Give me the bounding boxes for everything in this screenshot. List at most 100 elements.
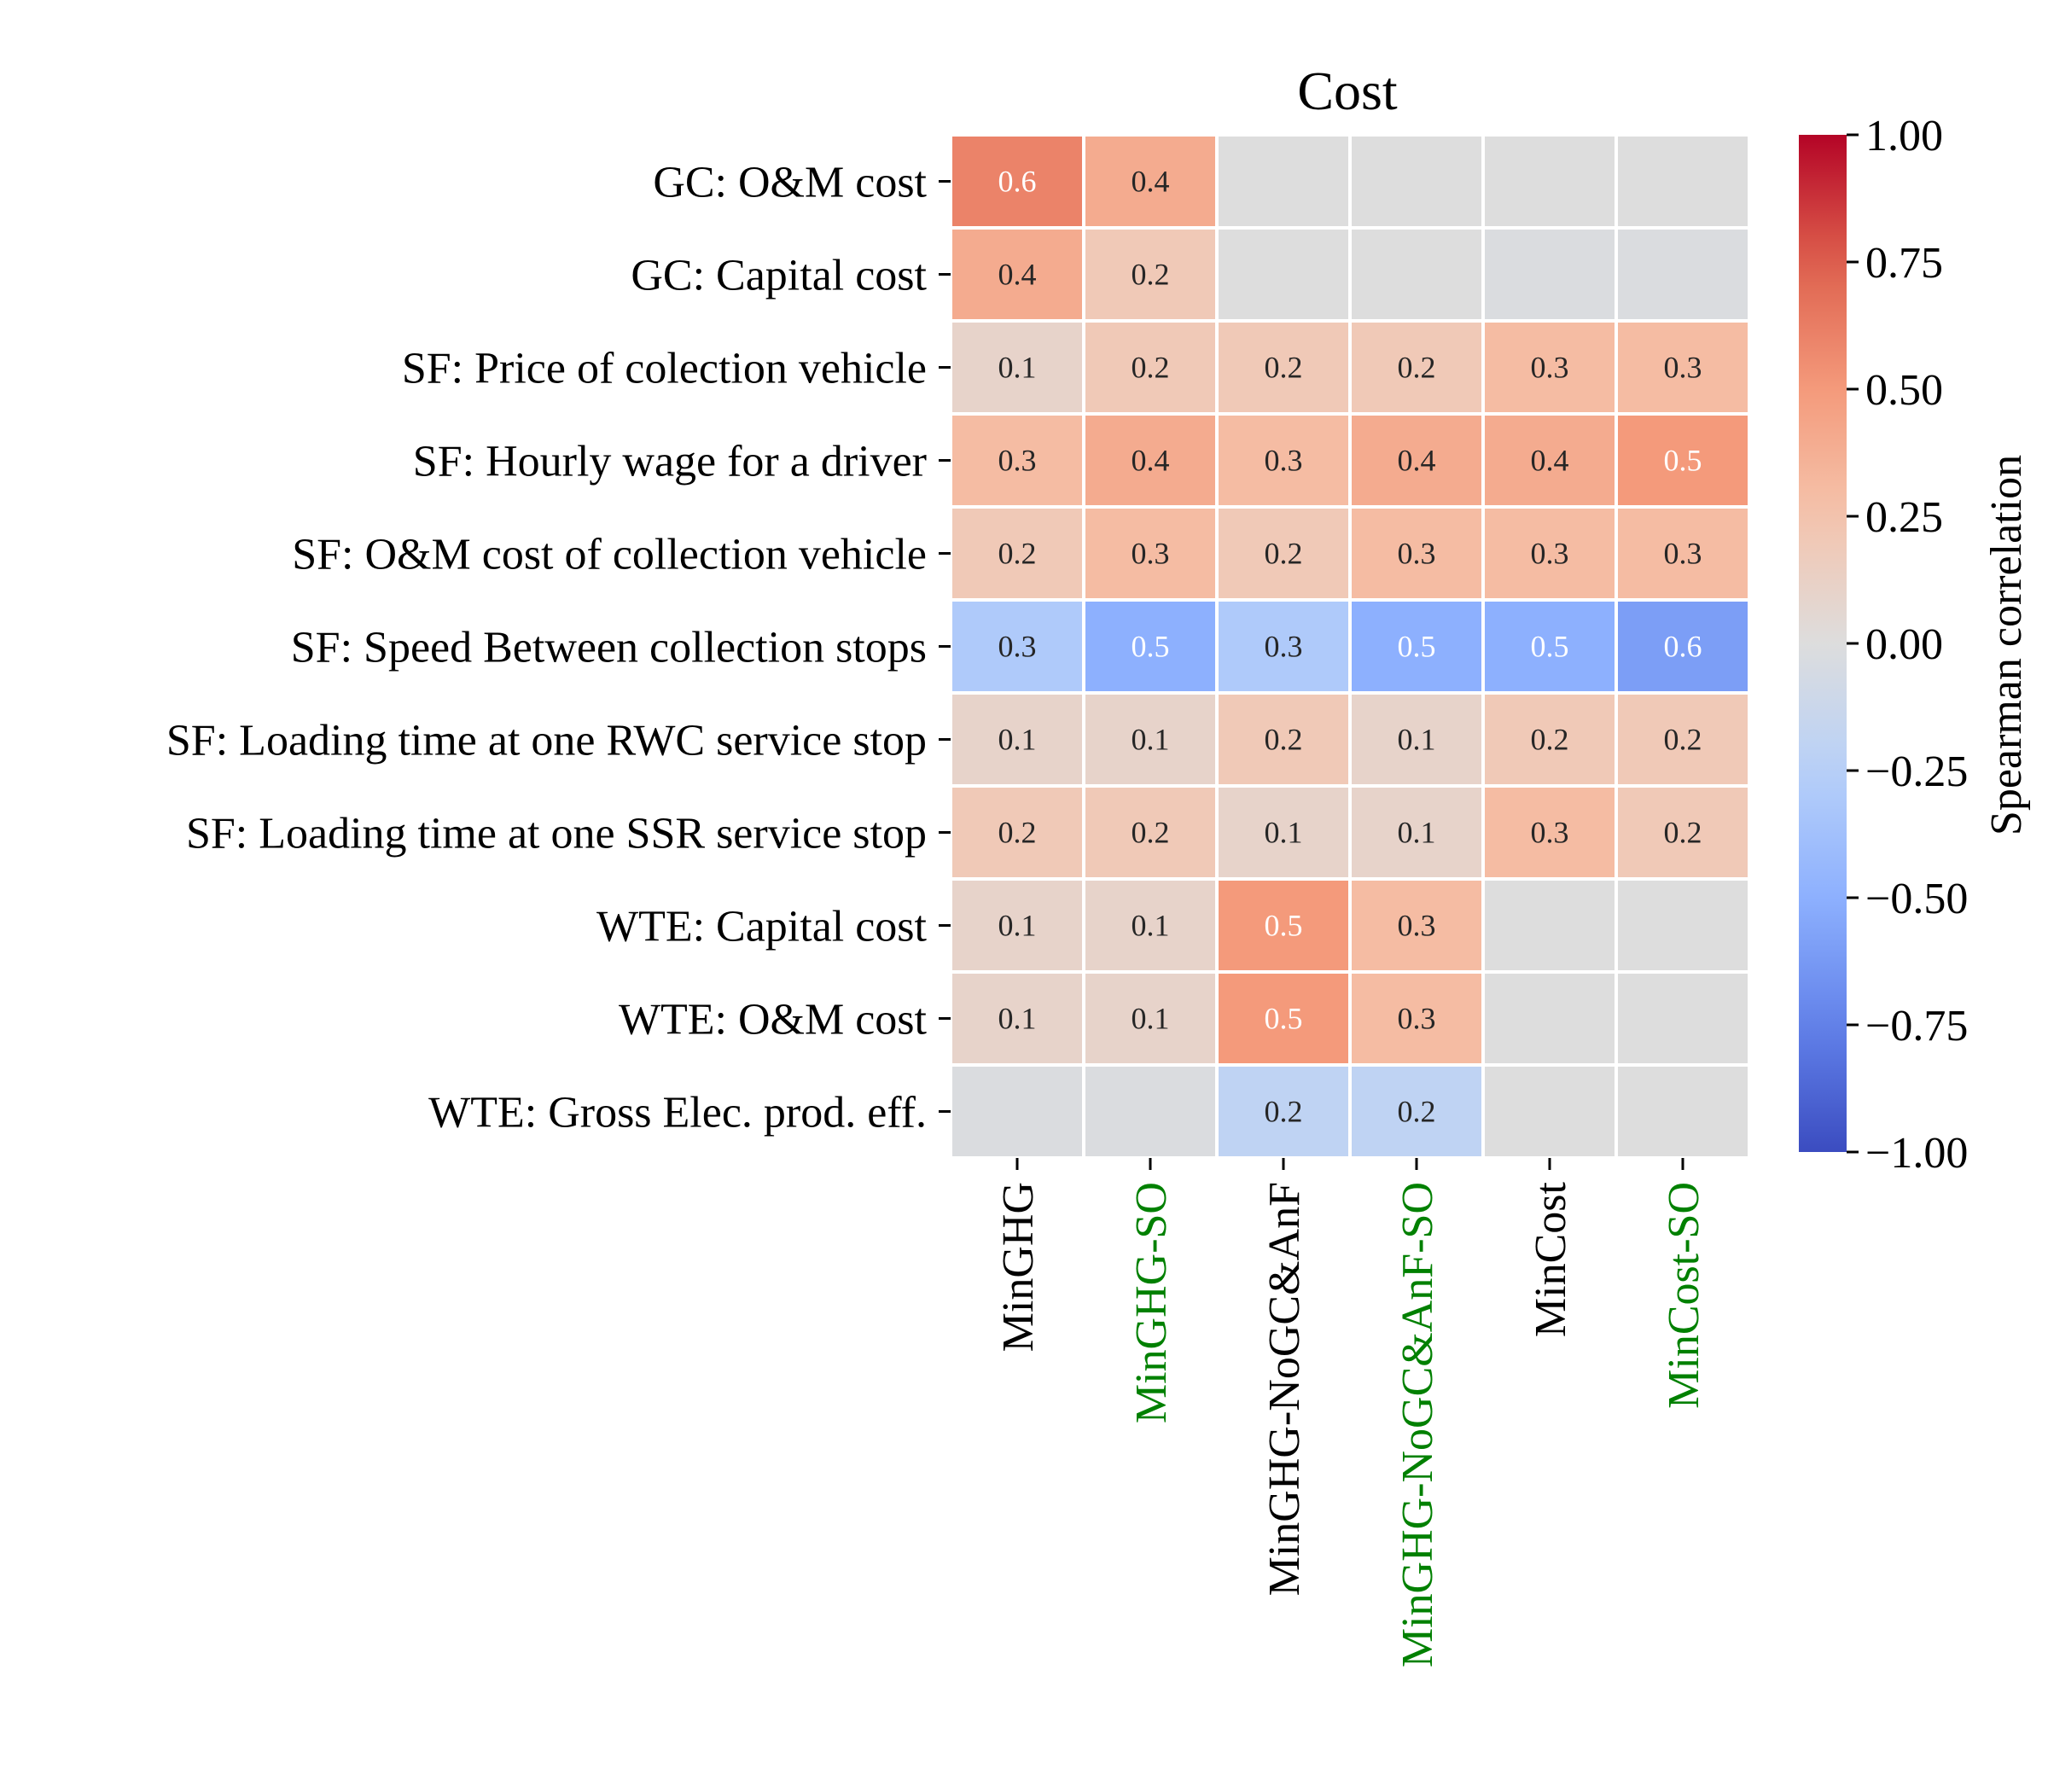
heatmap-cell — [1481, 598, 1618, 695]
heatmap-cell — [1082, 877, 1219, 974]
cell-annotation: 0.3 — [1531, 816, 1569, 850]
cell-annotation: 0.4 — [1531, 444, 1569, 478]
row-label: SF: O&M cost of collection vehicle — [292, 531, 927, 579]
row-label: WTE: O&M cost — [619, 996, 928, 1044]
heatmap-cell — [949, 970, 1085, 1067]
heatmap-cell — [1615, 970, 1751, 1067]
heatmap-cell — [1082, 1063, 1219, 1160]
cell-annotation: 0.2 — [1398, 1095, 1436, 1129]
cell-annotation: 0.3 — [1664, 351, 1702, 385]
colorbar-tick-label: 0.00 — [1865, 620, 1943, 669]
cell-annotation: 0.3 — [1398, 537, 1436, 571]
row-label: GC: O&M cost — [653, 159, 927, 207]
row-label: SF: Loading time at one SSR service stop — [186, 810, 927, 858]
heatmap-cell — [1215, 505, 1352, 602]
heatmap-cell — [1615, 505, 1751, 602]
cell-annotation: 0.1 — [1132, 909, 1170, 943]
colorbar-tick-label: −1.00 — [1865, 1129, 1968, 1178]
heatmap-cell — [1481, 226, 1618, 323]
column-label: MinGHG-SO — [1127, 1182, 1176, 1423]
chart-title: Cost — [1297, 61, 1398, 121]
row-label: WTE: Capital cost — [596, 903, 928, 951]
row-label: SF: Price of colection vehicle — [402, 345, 927, 393]
cell-annotation: 0.2 — [1265, 351, 1303, 385]
cell-annotation: 0.4 — [1398, 444, 1436, 478]
heatmap-cell — [949, 691, 1085, 788]
cell-annotation: 0.5 — [1398, 630, 1436, 664]
cell-annotation: 0.6 — [998, 165, 1037, 199]
colorbar-label: Spearman correlation — [1982, 455, 2031, 835]
heatmap-cell — [1615, 877, 1751, 974]
cell-annotation: 0.1 — [1398, 816, 1436, 850]
column-label: MinGHG — [994, 1182, 1043, 1352]
heatmap-cell — [1215, 784, 1352, 881]
cell-annotation: 0.1 — [998, 1002, 1037, 1036]
heatmap-cell — [1082, 412, 1219, 509]
colorbar-tick-label: −0.75 — [1865, 1002, 1968, 1050]
cell-annotation: 0.3 — [1265, 630, 1303, 664]
cell-annotation: 0.3 — [1398, 909, 1436, 943]
heatmap-cell — [1215, 226, 1352, 323]
heatmap-cell — [1215, 970, 1352, 1067]
cell-annotation: 0.4 — [998, 258, 1037, 292]
cell-annotation: 0.2 — [1531, 723, 1569, 757]
heatmap-cell — [1348, 412, 1485, 509]
heatmap-cell — [1348, 319, 1485, 416]
heatmap-cell — [1348, 133, 1485, 230]
heatmap-cell — [1615, 1063, 1751, 1160]
cell-annotation: 0.1 — [1132, 723, 1170, 757]
heatmap-cell — [1348, 1063, 1485, 1160]
colorbar: 1.00 0.75 0.50 0.25 0.00 −0.25 −0.50 −0.75 −1.00 — [1799, 112, 1968, 1178]
colorbar-tick-label: −0.50 — [1865, 875, 1968, 923]
cell-annotation: 0.2 — [1132, 816, 1170, 850]
row-label: SF: Hourly wage for a driver — [413, 438, 927, 486]
cell-annotation: 0.2 — [1664, 723, 1702, 757]
cell-annotation: 0.3 — [1265, 444, 1303, 478]
cell-annotation: 0.1 — [1132, 1002, 1170, 1036]
column-labels: MinGHG MinGHG-SO MinGHG-NoGC&AnF MinGHG-NoG… — [994, 1158, 1708, 1667]
heatmap-cell — [1215, 691, 1352, 788]
row-label: SF: Speed Between collection stops — [291, 624, 927, 672]
cell-annotation: 0.1 — [1398, 723, 1436, 757]
heatmap-cell — [1481, 1063, 1618, 1160]
row-label: GC: Capital cost — [631, 252, 927, 300]
cell-annotation: 0.3 — [998, 630, 1037, 664]
cell-annotation: 0.3 — [1132, 537, 1170, 571]
heatmap-cell — [1615, 133, 1751, 230]
cell-annotation: 0.3 — [1531, 537, 1569, 571]
cell-annotation: 0.2 — [1398, 351, 1436, 385]
cell-annotation: 0.5 — [1265, 1002, 1303, 1036]
heatmap-cell — [1615, 226, 1751, 323]
cell-annotation: 0.2 — [1132, 258, 1170, 292]
colorbar-tick-label: 0.75 — [1865, 239, 1943, 288]
row-label: WTE: Gross Elec. prod. eff. — [428, 1089, 927, 1137]
heatmap-cell — [1615, 412, 1751, 509]
cell-annotation: 0.5 — [1132, 630, 1170, 664]
cell-annotation: 0.4 — [1132, 165, 1170, 199]
heatmap-cell — [1348, 505, 1485, 602]
heatmap-cell — [1215, 133, 1352, 230]
cell-annotation: 0.4 — [1132, 444, 1170, 478]
colorbar-gradient — [1799, 135, 1847, 1152]
row-label: SF: Loading time at one RWC service stop — [166, 717, 927, 765]
heatmap-cell — [1481, 505, 1618, 602]
column-label: MinGHG-NoGC&AnF — [1260, 1182, 1309, 1596]
heatmap-cell — [1348, 970, 1485, 1067]
heatmap-cell — [1481, 877, 1618, 974]
heatmap-cell — [1215, 1063, 1352, 1160]
row-labels: GC: O&M cost GC: Capital cost SF: Price of… — [166, 159, 951, 1137]
cell-annotation: 0.5 — [1664, 444, 1702, 478]
cell-annotation: 0.2 — [1265, 723, 1303, 757]
column-label: MinCost-SO — [1660, 1182, 1708, 1409]
cell-annotation: 0.3 — [998, 444, 1037, 478]
colorbar-tick-label: 0.25 — [1865, 493, 1943, 542]
cell-annotation: 0.5 — [1265, 909, 1303, 943]
cell-annotation: 0.2 — [1664, 816, 1702, 850]
cell-annotation: 0.6 — [1664, 630, 1702, 664]
heatmap-cell — [1348, 226, 1485, 323]
heatmap-cell — [1082, 970, 1219, 1067]
cell-annotation: 0.2 — [1132, 351, 1170, 385]
colorbar-tick-label: −0.25 — [1865, 748, 1968, 796]
